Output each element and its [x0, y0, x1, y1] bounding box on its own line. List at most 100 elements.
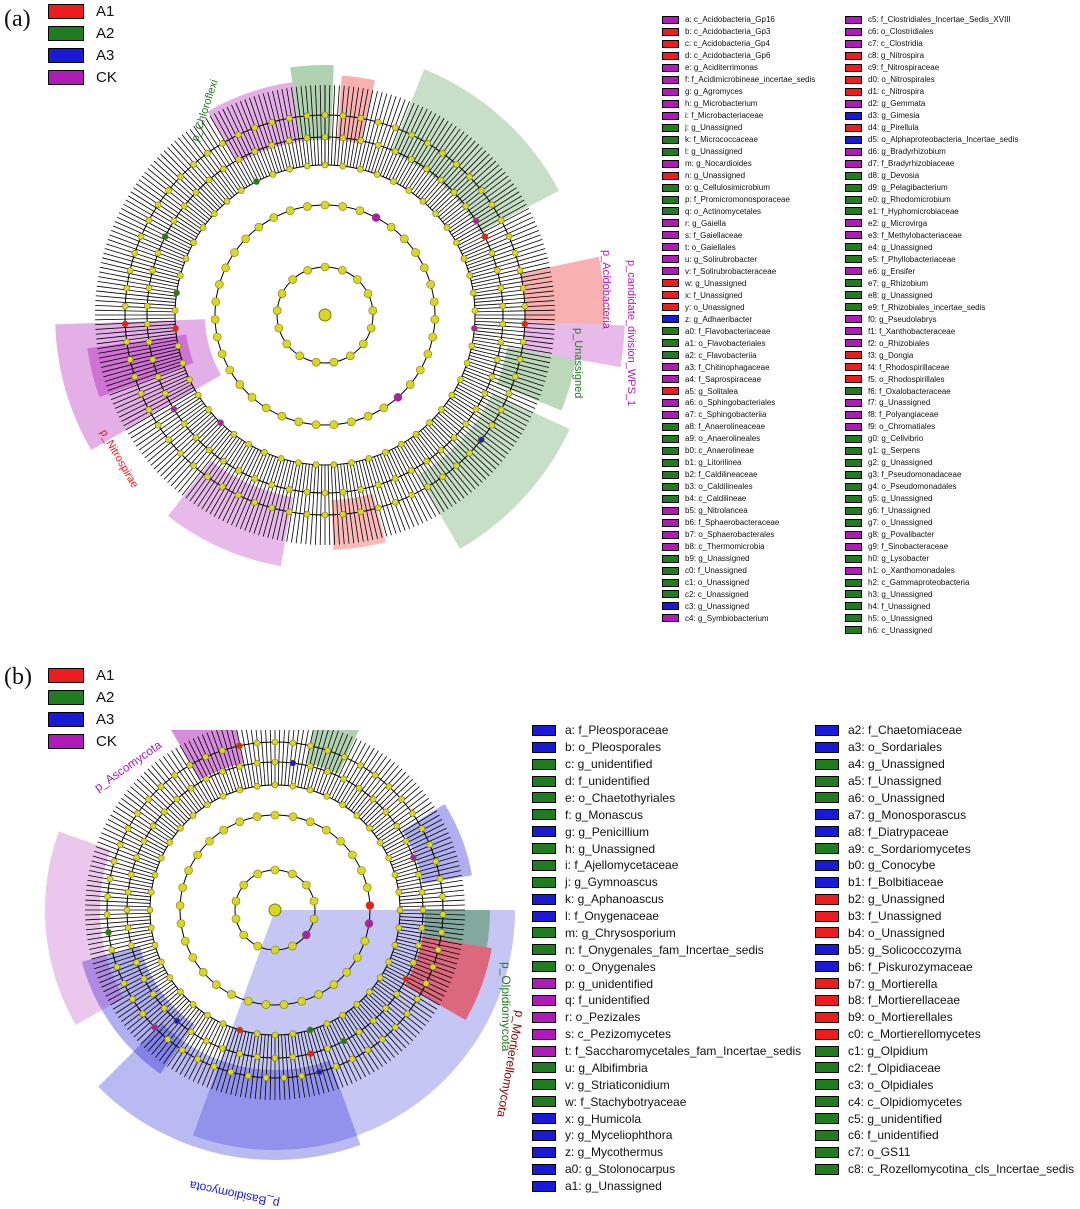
legend-text: s: c_Pezizomycetes — [565, 1027, 672, 1042]
tree-node — [123, 338, 131, 346]
tree-branch — [337, 745, 371, 802]
tree-branch — [99, 957, 160, 984]
tree-node — [408, 131, 416, 139]
tree-branch — [358, 90, 378, 170]
legend-swatch — [815, 1062, 839, 1074]
tree-node — [418, 825, 426, 832]
legend-b-column-1: a: f_Pleosporaceae b: o_Pleosporales c: g_… — [532, 722, 801, 1195]
tree-node — [166, 974, 174, 981]
tree-node — [128, 942, 135, 949]
tree-node — [320, 262, 330, 272]
tree-node — [357, 137, 365, 144]
legend-text: c1: o_Unassigned — [685, 578, 750, 588]
legend-text: a1: g_Unassigned — [565, 1179, 662, 1194]
legend-item: a8: f_Diatrypaceae — [815, 823, 1074, 840]
tree-branch — [226, 450, 262, 524]
legend-item: b: o_Pleosporales — [532, 739, 801, 756]
legend-item: q: o_Actinomycetales — [662, 206, 815, 218]
tree-branch — [265, 730, 269, 786]
tree-node — [322, 825, 331, 835]
tree-node — [149, 822, 157, 830]
legend-text: f3: g_Dongia — [868, 350, 914, 360]
group-legend-item: A3 — [48, 708, 117, 730]
tree-branch — [123, 386, 194, 427]
tree-node — [497, 284, 505, 292]
legend-item: e3: f_Methylobacteriaceae — [845, 229, 1018, 241]
tree-branch — [473, 333, 554, 345]
tree-branch — [334, 85, 340, 166]
tree-node — [282, 339, 291, 349]
tree-node — [342, 967, 352, 977]
tree-branch — [395, 941, 459, 960]
tree-branch — [98, 271, 178, 288]
legend-text: c4: g_Symbiobacterium — [685, 613, 769, 623]
legend-text: c6: o_Clostridiales — [868, 27, 934, 37]
tree-branch — [331, 1021, 362, 1080]
legend-item: g: g_Penicillium — [532, 823, 801, 840]
tree-branch — [88, 874, 153, 888]
tree-branch — [473, 281, 553, 294]
legend-text: a7: c_Sphingobacteriia — [685, 410, 767, 420]
legend-text: r: o_Pezizales — [565, 1010, 641, 1025]
tree-branch — [376, 455, 406, 531]
tree-node — [393, 822, 401, 830]
tree-branch — [402, 443, 445, 512]
legend-text: f4: f_Rhodospirillaceae — [868, 362, 950, 372]
group-legend-item: CK — [48, 66, 117, 88]
legend-text: h0: g_Lysobacter — [868, 554, 930, 564]
tree-branch — [231, 730, 247, 789]
tree-node — [149, 356, 156, 363]
tree-branch — [396, 865, 460, 882]
tree-branch — [385, 104, 419, 179]
tree-node — [320, 200, 330, 210]
legend-item: c2: c_Unassigned — [662, 589, 815, 601]
tree-branch — [144, 171, 208, 223]
tree-node — [499, 320, 507, 328]
tree-node — [251, 148, 259, 155]
legend-item: g2: g_Unassigned — [845, 457, 1018, 469]
tree-branch — [100, 348, 180, 368]
legend-swatch — [662, 147, 679, 156]
tree-branch — [112, 372, 187, 405]
tree-branch — [471, 266, 551, 285]
tree-branch — [269, 1034, 273, 1100]
tree-node — [180, 936, 190, 946]
tree-branch — [294, 1033, 306, 1098]
legend-swatch — [662, 578, 679, 587]
legend-swatch — [532, 961, 556, 973]
tree-node — [215, 280, 224, 289]
legend-text: d7: f_Bradyrhizobiaceae — [868, 159, 955, 169]
legend-item: g4: o_Pseudomonadales — [845, 481, 1018, 493]
legend-item: m: g_Nocardioides — [662, 158, 815, 170]
tree-branch — [193, 125, 240, 193]
tree-node — [478, 187, 485, 194]
legend-item: k: f_Micrococcaceae — [662, 134, 815, 146]
legend-item: d: f_unidentified — [532, 773, 801, 790]
legend-text: y: g_Myceliophthora — [565, 1128, 673, 1143]
tree-branch — [451, 191, 520, 235]
tree-branch — [399, 889, 465, 898]
legend-text: a7: g_Monosporascus — [848, 807, 967, 822]
tree-node — [324, 747, 332, 754]
tree-branch — [322, 1025, 349, 1086]
tree-branch — [370, 96, 397, 173]
group-label: A2 — [96, 688, 115, 706]
legend-text: h6: c_Unassigned — [868, 625, 933, 635]
group-swatch — [48, 69, 84, 85]
tree-branch — [294, 730, 304, 787]
tree-branch — [85, 916, 151, 921]
tree-node — [151, 871, 159, 879]
tree-branch — [474, 320, 555, 326]
tree-branch — [358, 460, 378, 540]
clade-label: p_Unassigned — [572, 328, 584, 398]
legend-item: t: f_Saccharomycetales_fam_Incertae_sedi… — [532, 1043, 801, 1060]
group-legend-item: A2 — [48, 686, 117, 708]
tree-branch — [255, 730, 263, 786]
tree-branch — [355, 1004, 399, 1055]
tree-branch — [398, 925, 464, 936]
legend-swatch — [815, 1011, 839, 1023]
legend-swatch — [845, 27, 862, 36]
legend-swatch — [845, 470, 862, 479]
tree-branch — [431, 419, 490, 477]
tree-node — [494, 267, 501, 274]
